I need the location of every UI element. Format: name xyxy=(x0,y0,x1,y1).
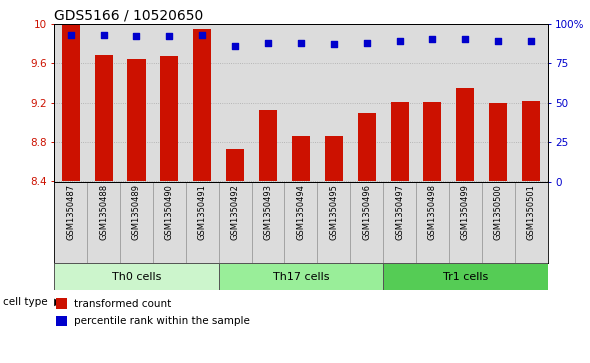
Bar xyxy=(284,182,317,263)
Bar xyxy=(153,182,186,263)
Bar xyxy=(219,182,251,263)
Bar xyxy=(324,136,343,182)
Bar xyxy=(186,24,219,182)
Bar xyxy=(449,182,482,263)
Bar xyxy=(219,24,251,182)
Text: GDS5166 / 10520650: GDS5166 / 10520650 xyxy=(54,8,204,23)
Bar xyxy=(120,24,153,182)
Point xyxy=(329,41,339,47)
Bar xyxy=(62,24,80,182)
Bar xyxy=(54,24,87,182)
Bar xyxy=(160,56,178,182)
Bar xyxy=(54,263,219,290)
Bar xyxy=(292,136,310,182)
Bar xyxy=(284,24,317,182)
Text: GSM1350489: GSM1350489 xyxy=(132,184,141,240)
Bar xyxy=(522,101,540,182)
Bar xyxy=(416,24,449,182)
Text: GSM1350491: GSM1350491 xyxy=(198,184,206,240)
Bar xyxy=(87,182,120,263)
Bar xyxy=(317,182,350,263)
Bar xyxy=(193,29,211,182)
Bar xyxy=(186,182,219,263)
Text: GSM1350495: GSM1350495 xyxy=(329,184,338,240)
Text: GSM1350488: GSM1350488 xyxy=(99,184,108,240)
Bar xyxy=(153,24,186,182)
Bar xyxy=(424,102,441,182)
Text: GSM1350498: GSM1350498 xyxy=(428,184,437,240)
Bar xyxy=(56,298,67,309)
Text: GSM1350490: GSM1350490 xyxy=(165,184,174,240)
Text: GSM1350493: GSM1350493 xyxy=(264,184,273,240)
Point xyxy=(165,33,174,39)
Bar xyxy=(482,24,514,182)
Text: cell type  ▶: cell type ▶ xyxy=(3,297,62,307)
Bar xyxy=(226,149,244,182)
Text: GSM1350500: GSM1350500 xyxy=(494,184,503,240)
Point xyxy=(296,40,306,45)
Text: transformed count: transformed count xyxy=(74,298,171,309)
Point xyxy=(493,38,503,44)
Bar xyxy=(87,24,120,182)
Bar xyxy=(456,88,474,182)
Bar xyxy=(127,59,146,182)
Point xyxy=(263,40,273,45)
Bar xyxy=(219,263,383,290)
Point xyxy=(231,43,240,49)
Bar xyxy=(489,102,507,182)
Bar xyxy=(251,24,284,182)
Bar xyxy=(383,263,548,290)
Text: GSM1350496: GSM1350496 xyxy=(362,184,371,240)
Bar xyxy=(94,55,113,182)
Text: GSM1350499: GSM1350499 xyxy=(461,184,470,240)
Bar xyxy=(350,182,383,263)
Point xyxy=(428,36,437,42)
Bar xyxy=(383,182,416,263)
Point xyxy=(461,36,470,42)
Text: Th17 cells: Th17 cells xyxy=(273,272,329,282)
Bar xyxy=(56,316,67,326)
Point xyxy=(362,40,371,45)
Text: Tr1 cells: Tr1 cells xyxy=(442,272,488,282)
Point xyxy=(198,32,207,37)
Bar xyxy=(383,24,416,182)
Point xyxy=(132,33,141,39)
Bar xyxy=(259,110,277,182)
Point xyxy=(99,32,109,37)
Text: GSM1350497: GSM1350497 xyxy=(395,184,404,240)
Bar xyxy=(482,182,514,263)
Text: GSM1350501: GSM1350501 xyxy=(527,184,536,240)
Text: GSM1350492: GSM1350492 xyxy=(231,184,240,240)
Bar xyxy=(514,182,548,263)
Point xyxy=(66,32,76,37)
Text: percentile rank within the sample: percentile rank within the sample xyxy=(74,316,250,326)
Point xyxy=(395,38,404,44)
Text: Th0 cells: Th0 cells xyxy=(112,272,161,282)
Point xyxy=(526,38,536,44)
Bar xyxy=(416,182,449,263)
Text: GSM1350487: GSM1350487 xyxy=(66,184,75,240)
Text: GSM1350494: GSM1350494 xyxy=(296,184,306,240)
Bar xyxy=(317,24,350,182)
Bar xyxy=(350,24,383,182)
Bar xyxy=(514,24,548,182)
Bar xyxy=(251,182,284,263)
Bar xyxy=(391,102,409,182)
Bar xyxy=(449,24,482,182)
Bar xyxy=(120,182,153,263)
Bar xyxy=(54,182,87,263)
Bar xyxy=(358,113,376,182)
